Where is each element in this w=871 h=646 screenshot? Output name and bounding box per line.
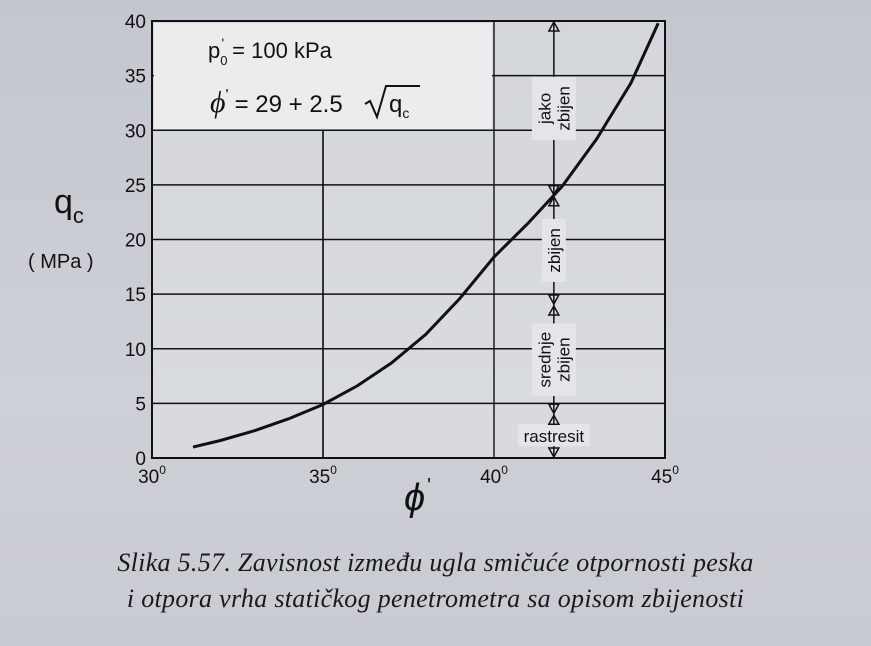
p-prime: ' (221, 35, 224, 51)
tick-labels: 0 5 10 15 20 25 30 35 40 300 350 400 450 (125, 12, 679, 488)
x-axis-symbol: ϕ ' (404, 475, 431, 519)
annotation-box (154, 23, 492, 130)
pressure-value: = 100 kPa (232, 38, 332, 63)
y-axis-label: qc ( MPa ) (28, 183, 94, 273)
phi-symbol: ϕ (210, 86, 226, 119)
arrow-head (547, 195, 561, 207)
arrow-head (547, 20, 561, 32)
p-subscript: 0 (220, 53, 227, 68)
caption-line-2: i otpora vrha statičkog penetrometra sa … (126, 584, 745, 613)
grid (151, 20, 666, 459)
y-tick-label: 40 (125, 12, 146, 33)
zone-label: srednje (535, 332, 554, 388)
x-tick-label: 450 (651, 463, 679, 488)
zone-label: jako (535, 93, 554, 125)
y-tick-label: 20 (125, 231, 146, 252)
caption-line-1: Slika 5.57. Zavisnost između ugla smičuć… (117, 548, 754, 577)
sqrt-sign (364, 85, 420, 120)
pressure-annotation: p0 ' = 100 kPa (208, 35, 333, 68)
zone-label: zbijen (554, 337, 573, 381)
arrow-head (547, 294, 561, 306)
x-tick-label: 300 (138, 463, 166, 488)
arrow-head (547, 403, 561, 415)
zone-label-bg (541, 218, 566, 282)
x-axis-label: ϕ ' (404, 475, 431, 519)
phi-prime: ' (226, 87, 229, 104)
zone-label: zbijen (545, 228, 564, 272)
zone-label-group: srednje zbijen (535, 332, 573, 388)
y-tick-label: 10 (125, 340, 146, 361)
y-tick-label: 30 (125, 121, 146, 142)
y-axis-symbol: qc (54, 183, 84, 228)
y-tick-label: 5 (135, 394, 146, 415)
arrow-head (547, 413, 561, 426)
sqrt-radicand: qc (389, 91, 409, 121)
zone-label: rastresit (524, 427, 585, 446)
x-tick-label: 400 (480, 463, 508, 488)
formula-rest: = 29 + 2.5 (235, 91, 343, 118)
zone-label-bg (517, 424, 590, 447)
formula-box: p0' = 100 kPa ϕ' = 29 + 2.5 qc (208, 35, 420, 121)
y-tick-label: 35 (125, 67, 146, 88)
zone-label-group: zbijen (545, 228, 564, 272)
zone-label-bg (531, 76, 576, 140)
series-line (192, 22, 660, 449)
zone-label: zbijen (554, 86, 573, 130)
y-tick-label: 0 (135, 449, 146, 470)
p-symbol: p (208, 38, 220, 63)
arrow-head (547, 304, 561, 316)
zone-label-bg (531, 323, 576, 396)
y-tick-label: 25 (125, 176, 146, 197)
zone-label-group: jako zbijen (535, 86, 573, 130)
x-tick-label: 350 (309, 463, 337, 488)
formula-annotation: ϕ' = 29 + 2.5 (210, 86, 343, 119)
arrow-head (547, 185, 561, 197)
y-tick-label: 15 (125, 285, 146, 306)
arrow-head (547, 447, 561, 459)
chart: 0 5 10 15 20 25 30 35 40 300 350 400 450 rastresit sr… (28, 12, 679, 519)
y-axis-unit: ( MPa ) (28, 251, 94, 273)
